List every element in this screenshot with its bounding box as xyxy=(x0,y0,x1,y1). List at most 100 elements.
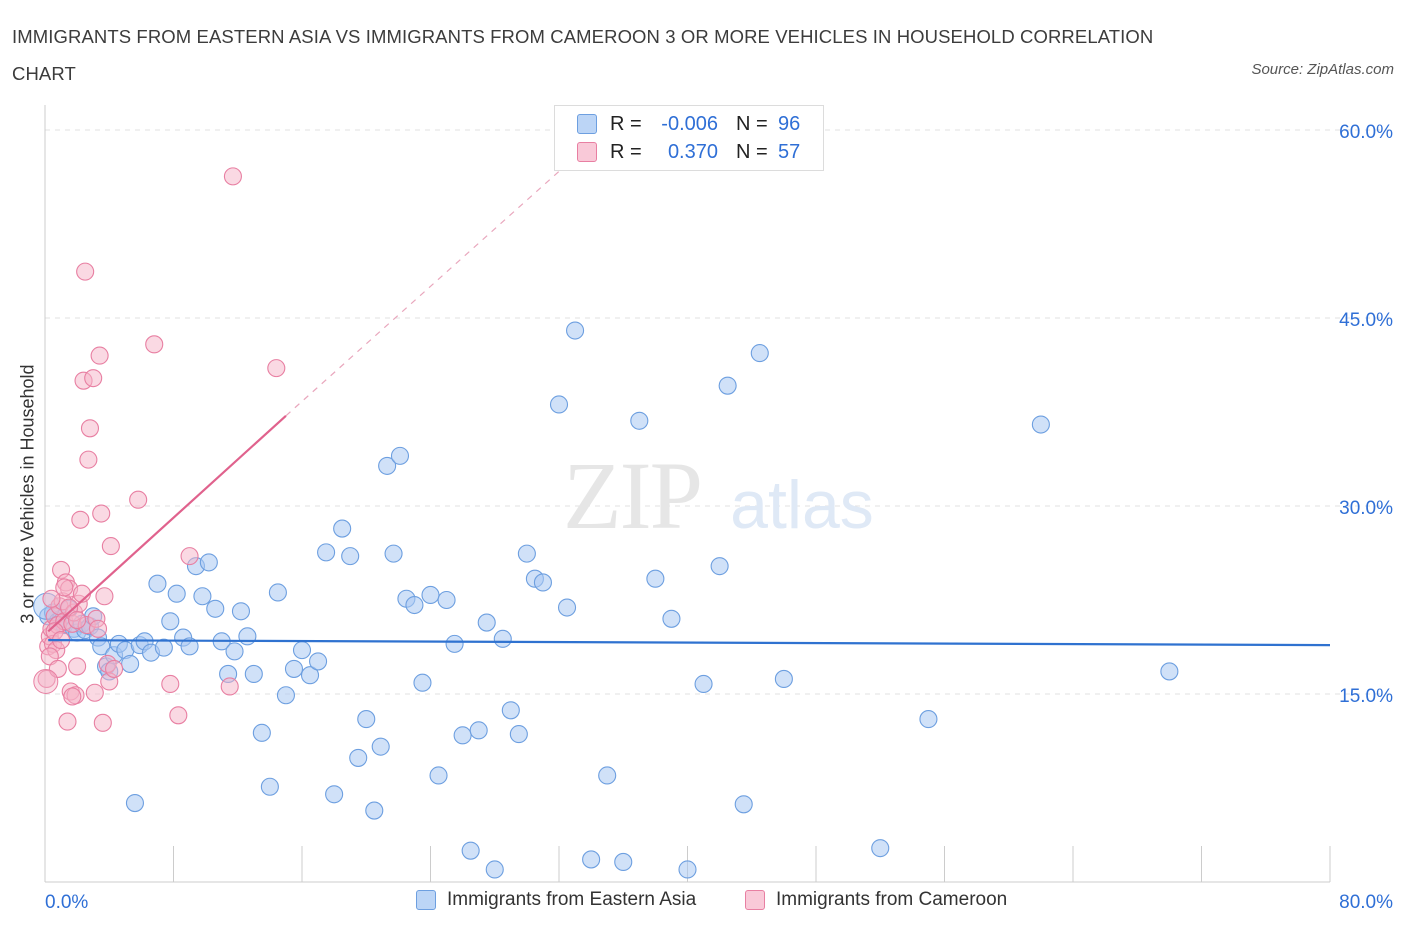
data-point-eastern-asia xyxy=(750,344,769,363)
data-point-eastern-asia xyxy=(92,637,111,656)
data-point-cameroon xyxy=(180,547,199,566)
data-point-cameroon xyxy=(85,683,104,702)
data-point-eastern-asia xyxy=(284,659,304,678)
legend-row-eastern-asia: R = -0.006 N = 96 xyxy=(577,110,800,138)
bottom-legend-label-pink: Immigrants from Cameroon xyxy=(776,889,1008,910)
data-point-cameroon xyxy=(220,677,239,696)
data-point-cameroon xyxy=(42,589,61,608)
data-point-eastern-asia xyxy=(485,860,504,879)
data-point-eastern-asia xyxy=(694,674,713,694)
legend-swatch-pink xyxy=(577,142,597,162)
data-point-eastern-asia xyxy=(378,456,397,475)
legend-n-label: N = xyxy=(736,112,768,135)
watermark-atlas: atlas xyxy=(730,467,874,543)
trend-lines xyxy=(47,170,1331,647)
data-point-cameroon xyxy=(33,668,59,694)
data-point-cameroon xyxy=(105,659,124,678)
legend-swatch-blue xyxy=(577,114,597,134)
data-point-eastern-asia xyxy=(390,446,410,465)
data-point-eastern-asia xyxy=(365,801,384,820)
data-point-eastern-asia xyxy=(148,574,167,593)
data-point-cameroon xyxy=(79,450,98,469)
y-tick-label: 45.0% xyxy=(1339,310,1393,331)
data-point-cameroon xyxy=(101,537,120,556)
data-point-eastern-asia xyxy=(231,602,251,621)
data-point-eastern-asia xyxy=(429,766,448,785)
data-point-cameroon xyxy=(48,659,67,678)
legend-row-cameroon: R = 0.370 N = 57 xyxy=(577,138,800,166)
data-point-eastern-asia xyxy=(125,793,144,813)
data-point-cameroon xyxy=(58,712,77,731)
data-point-eastern-asia xyxy=(871,839,890,858)
correlation-legend: R = -0.006 N = 96 R = 0.370 N = 57 xyxy=(554,105,824,171)
data-point-eastern-asia xyxy=(167,584,186,603)
zipatlas-watermark: ZIP atlas xyxy=(563,442,874,549)
data-point-cameroon xyxy=(71,510,90,529)
y-tick-label: 60.0% xyxy=(1339,122,1393,143)
data-point-eastern-asia xyxy=(292,641,312,660)
data-point-cameroon xyxy=(90,346,109,365)
data-point-eastern-asia xyxy=(333,519,352,538)
data-point-eastern-asia xyxy=(206,599,225,618)
data-point-eastern-asia xyxy=(309,652,328,671)
data-point-eastern-asia xyxy=(734,795,753,814)
bottom-legend-label-blue: Immigrants from Eastern Asia xyxy=(447,889,697,910)
data-point-eastern-asia xyxy=(161,612,180,631)
data-point-cameroon xyxy=(169,706,188,725)
trend-line-cameroon xyxy=(47,414,287,633)
data-point-eastern-asia xyxy=(517,544,536,563)
data-point-eastern-asia xyxy=(260,777,279,796)
data-point-cameroon xyxy=(95,587,114,606)
data-point-cameroon xyxy=(267,359,286,378)
data-point-eastern-asia xyxy=(718,376,737,395)
data-point-eastern-asia xyxy=(453,726,472,745)
data-point-eastern-asia xyxy=(1160,662,1179,681)
data-point-eastern-asia xyxy=(317,543,336,562)
data-point-eastern-asia xyxy=(193,587,212,606)
data-point-cameroon xyxy=(88,619,108,638)
data-point-eastern-asia xyxy=(199,553,218,572)
data-point-cameroon xyxy=(92,504,111,523)
data-point-cameroon xyxy=(68,657,87,676)
data-point-cameroon xyxy=(55,578,74,597)
data-point-eastern-asia xyxy=(461,841,480,860)
data-point-eastern-asia xyxy=(276,686,295,705)
data-point-cameroon xyxy=(68,611,87,630)
data-point-eastern-asia xyxy=(154,638,173,657)
data-point-eastern-asia xyxy=(371,737,390,756)
x-tick-label-min: 0.0% xyxy=(45,892,88,913)
data-point-eastern-asia xyxy=(349,748,368,767)
data-point-cameroon xyxy=(223,167,242,186)
legend-n-label: N = xyxy=(736,140,768,163)
data-point-cameroon xyxy=(161,674,180,694)
data-point-eastern-asia xyxy=(582,850,601,869)
data-point-eastern-asia xyxy=(300,666,320,685)
x-tick-label-max: 80.0% xyxy=(1339,892,1393,913)
data-point-eastern-asia xyxy=(469,721,488,740)
data-point-eastern-asia xyxy=(238,627,257,646)
data-point-eastern-asia xyxy=(774,669,793,689)
legend-r-label: R = xyxy=(610,112,642,135)
data-point-cameroon xyxy=(37,669,56,689)
data-point-cameroon xyxy=(63,687,82,706)
data-point-cameroon xyxy=(129,490,148,509)
data-point-eastern-asia xyxy=(493,629,512,648)
legend-n-value-blue: 96 xyxy=(778,112,801,135)
bottom-legend-cameroon: Immigrants from Cameroon xyxy=(745,889,1007,911)
data-point-eastern-asia xyxy=(1031,415,1050,434)
series-cameroon xyxy=(33,167,286,732)
data-point-eastern-asia xyxy=(341,547,360,566)
data-point-cameroon xyxy=(80,419,100,438)
data-point-eastern-asia xyxy=(710,557,729,576)
data-point-eastern-asia xyxy=(421,585,440,605)
data-point-eastern-asia xyxy=(445,634,464,653)
bottom-legend-eastern-asia: Immigrants from Eastern Asia xyxy=(416,889,696,911)
data-point-eastern-asia xyxy=(405,595,424,615)
data-point-eastern-asia xyxy=(252,723,271,742)
legend-n-value-pink: 57 xyxy=(778,140,801,163)
trend-extension-cameroon xyxy=(285,170,560,417)
legend-r-value-blue: -0.006 xyxy=(661,112,718,135)
chart-title: IMMIGRANTS FROM EASTERN ASIA VS IMMIGRAN… xyxy=(12,26,1154,84)
y-tick-label: 30.0% xyxy=(1339,498,1393,519)
data-point-eastern-asia xyxy=(501,701,520,720)
